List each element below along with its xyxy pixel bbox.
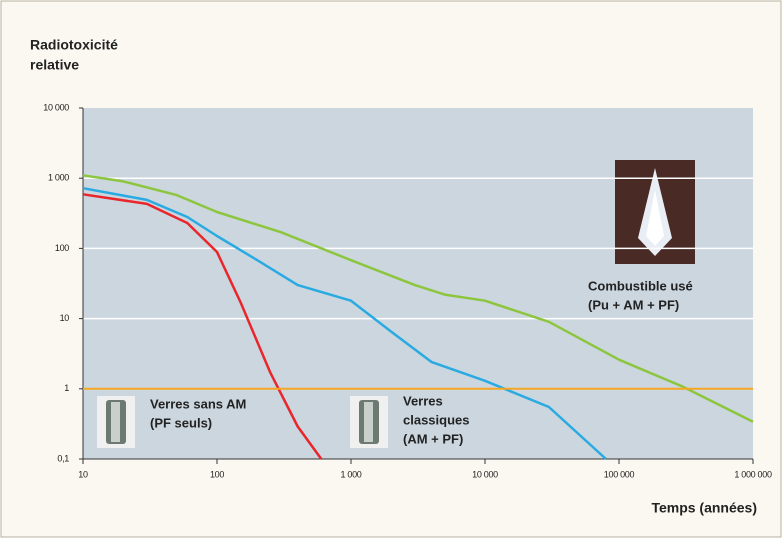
annotation: classiques [403,412,470,427]
x-tick-label: 100 [210,469,224,479]
x-tick-label: 10 000 [472,469,498,479]
annotation: Verres sans AM [150,396,246,411]
annotation: (Pu + AM + PF) [588,297,679,312]
annotation: Verres [403,393,443,408]
y-axis-label: relative [30,57,79,73]
annotation: (AM + PF) [403,431,463,446]
x-tick-label: 1 000 [340,469,361,479]
y-axis-label: Radiotoxicité [30,37,118,53]
x-axis-label: Temps (années) [651,500,757,516]
series-line [82,193,323,460]
series-line [82,174,754,423]
glass-canister-icon [350,396,388,448]
x-tick-label: 1 000 000 [734,469,772,479]
y-tick-label: 10 000 [43,102,69,112]
annotation: (PF seuls) [150,415,212,430]
y-tick-label: 0,1 [57,453,69,463]
series-line [82,186,607,460]
y-tick-label: 1 000 [48,173,69,183]
fuel-image [615,160,695,264]
y-tick-label: 1 [64,383,69,393]
y-tick-label: 10 [60,313,70,323]
y-tick-label: 100 [55,243,69,253]
annotation: Combustible usé [588,278,693,293]
x-tick-label: 100 000 [604,469,635,479]
x-tick-label: 10 [78,469,88,479]
glass-canister-icon [97,396,135,448]
